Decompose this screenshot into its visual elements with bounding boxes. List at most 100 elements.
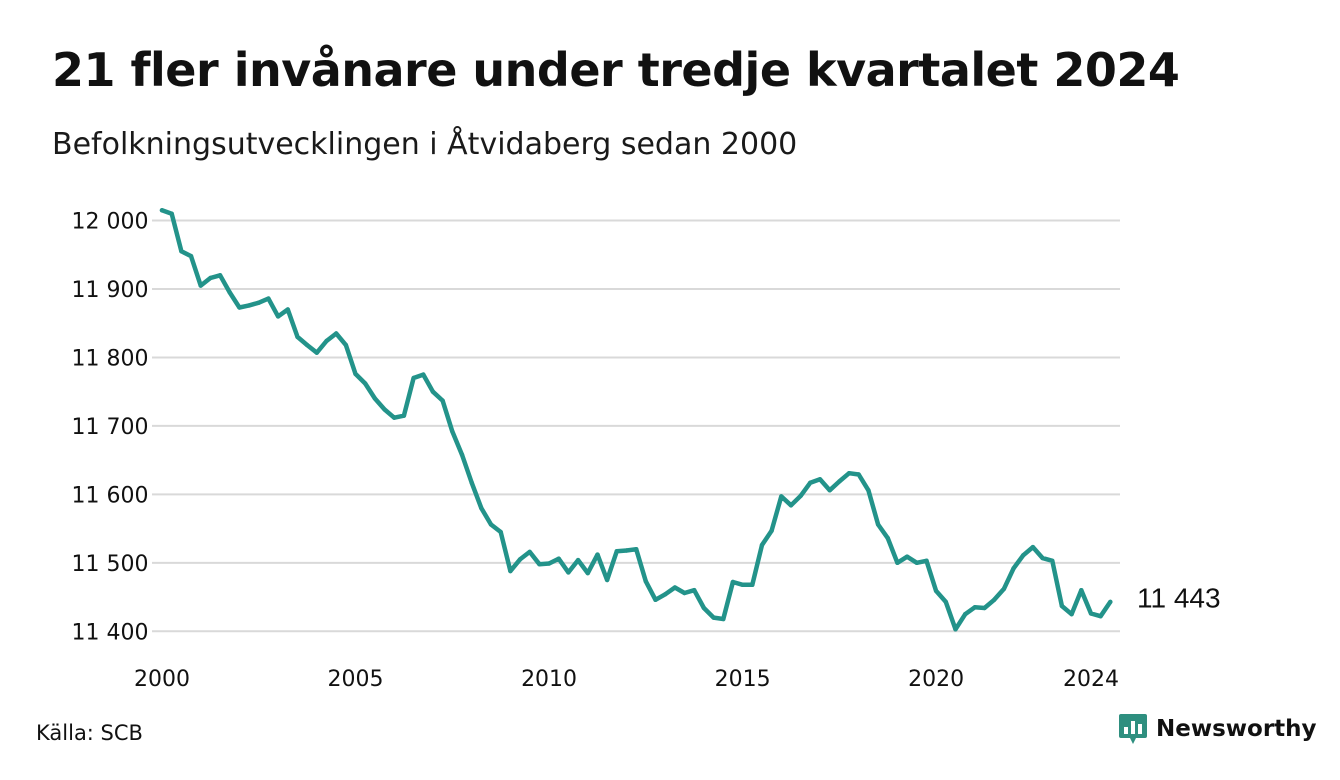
gridlines	[152, 219, 1120, 633]
data-point	[285, 307, 290, 312]
data-point	[421, 372, 426, 377]
x-tick-label: 2000	[134, 667, 190, 692]
data-point	[837, 479, 842, 484]
data-point	[508, 568, 513, 574]
x-tick-label: 2020	[908, 667, 964, 692]
data-point	[343, 342, 349, 348]
data-point	[1079, 588, 1084, 593]
chart-subtitle: Befolkningsutvecklingen i Åtvidaberg sed…	[52, 127, 798, 162]
data-point	[556, 556, 561, 561]
data-point	[305, 342, 310, 348]
data-point	[198, 283, 203, 288]
chart-title: 21 fler invånare under tredje kvartalet …	[52, 43, 1180, 97]
data-point	[595, 552, 600, 557]
y-axis-ticks: 11 400 11 500 11 600 11 700 11 800 11 900 12 0…	[72, 210, 149, 646]
data-point	[479, 505, 484, 511]
data-point	[943, 599, 948, 605]
data-point	[972, 605, 977, 610]
data-point	[217, 273, 223, 278]
data-point	[575, 557, 581, 563]
data-point	[643, 579, 648, 584]
data-point	[904, 554, 910, 559]
data-point	[788, 503, 794, 508]
data-point	[237, 305, 242, 310]
data-point	[275, 314, 281, 319]
y-tick-label: 11 800	[72, 346, 149, 371]
data-point	[779, 494, 784, 499]
data-point	[450, 429, 455, 434]
data-point	[750, 582, 755, 587]
data-point	[585, 570, 590, 576]
data-point	[808, 480, 813, 485]
data-point	[895, 560, 900, 565]
data-point	[179, 249, 184, 254]
brand-logo: Newsworthy	[1118, 712, 1317, 746]
data-point	[701, 605, 707, 611]
data-point	[227, 290, 232, 295]
data-point	[208, 275, 213, 281]
data-point	[817, 477, 823, 482]
data-point	[488, 522, 494, 527]
data-point	[885, 536, 890, 541]
data-point	[566, 570, 571, 575]
newsworthy-logo-icon	[1119, 714, 1147, 744]
y-tick-label: 11 400	[72, 620, 149, 645]
data-point	[933, 588, 939, 594]
data-point	[721, 616, 726, 622]
data-point	[866, 488, 871, 493]
x-axis-ticks: 2000 2005 2010 2015 2020 2024	[134, 667, 1119, 692]
end-value-label: 11 443	[1137, 582, 1221, 613]
data-point	[159, 208, 165, 213]
data-point	[1011, 566, 1016, 571]
data-point	[256, 300, 261, 305]
data-point	[469, 480, 474, 485]
data-point	[924, 558, 929, 563]
data-point	[846, 471, 852, 476]
data-point	[992, 597, 997, 602]
data-point	[1069, 612, 1074, 617]
data-point	[1098, 614, 1103, 619]
data-point	[769, 528, 774, 533]
x-tick-label: 2024	[1063, 667, 1119, 692]
line-chart: 11 400 11 500 11 600 11 700 11 800 11 900 12 0…	[72, 208, 1221, 692]
data-point	[295, 334, 300, 340]
data-point	[266, 296, 271, 301]
data-point	[517, 557, 523, 562]
data-point	[1059, 603, 1065, 609]
data-point	[875, 522, 881, 527]
data-point	[914, 560, 919, 565]
data-point	[1001, 586, 1007, 592]
data-point	[982, 605, 987, 611]
data-point	[353, 371, 358, 377]
data-point	[1021, 553, 1026, 558]
y-tick-label: 11 600	[72, 483, 149, 508]
data-point	[372, 396, 378, 401]
data-point	[537, 562, 542, 567]
end-label-layer: 11 443	[1137, 582, 1221, 613]
data-point	[856, 472, 861, 477]
data-point	[663, 592, 668, 597]
data-point	[682, 590, 687, 596]
data-point	[740, 582, 745, 587]
source-note: Källa: SCB	[36, 721, 143, 745]
data-point	[653, 597, 658, 602]
y-tick-label: 11 500	[72, 552, 149, 577]
data-point	[363, 381, 368, 386]
data-point	[188, 253, 194, 259]
data-point	[1108, 599, 1113, 605]
series-layer	[159, 208, 1113, 632]
y-tick-label: 12 000	[72, 210, 149, 235]
data-point	[382, 407, 387, 412]
data-point	[314, 350, 319, 355]
x-tick-label: 2010	[521, 667, 577, 692]
data-point	[401, 413, 407, 418]
data-point	[963, 612, 968, 617]
data-point	[614, 549, 619, 554]
data-point	[169, 211, 174, 216]
y-tick-label: 11 700	[72, 415, 149, 440]
data-point	[798, 493, 803, 498]
data-point	[527, 549, 532, 555]
data-point	[546, 561, 552, 566]
data-point	[730, 579, 736, 585]
brand-name: Newsworthy	[1156, 716, 1317, 742]
